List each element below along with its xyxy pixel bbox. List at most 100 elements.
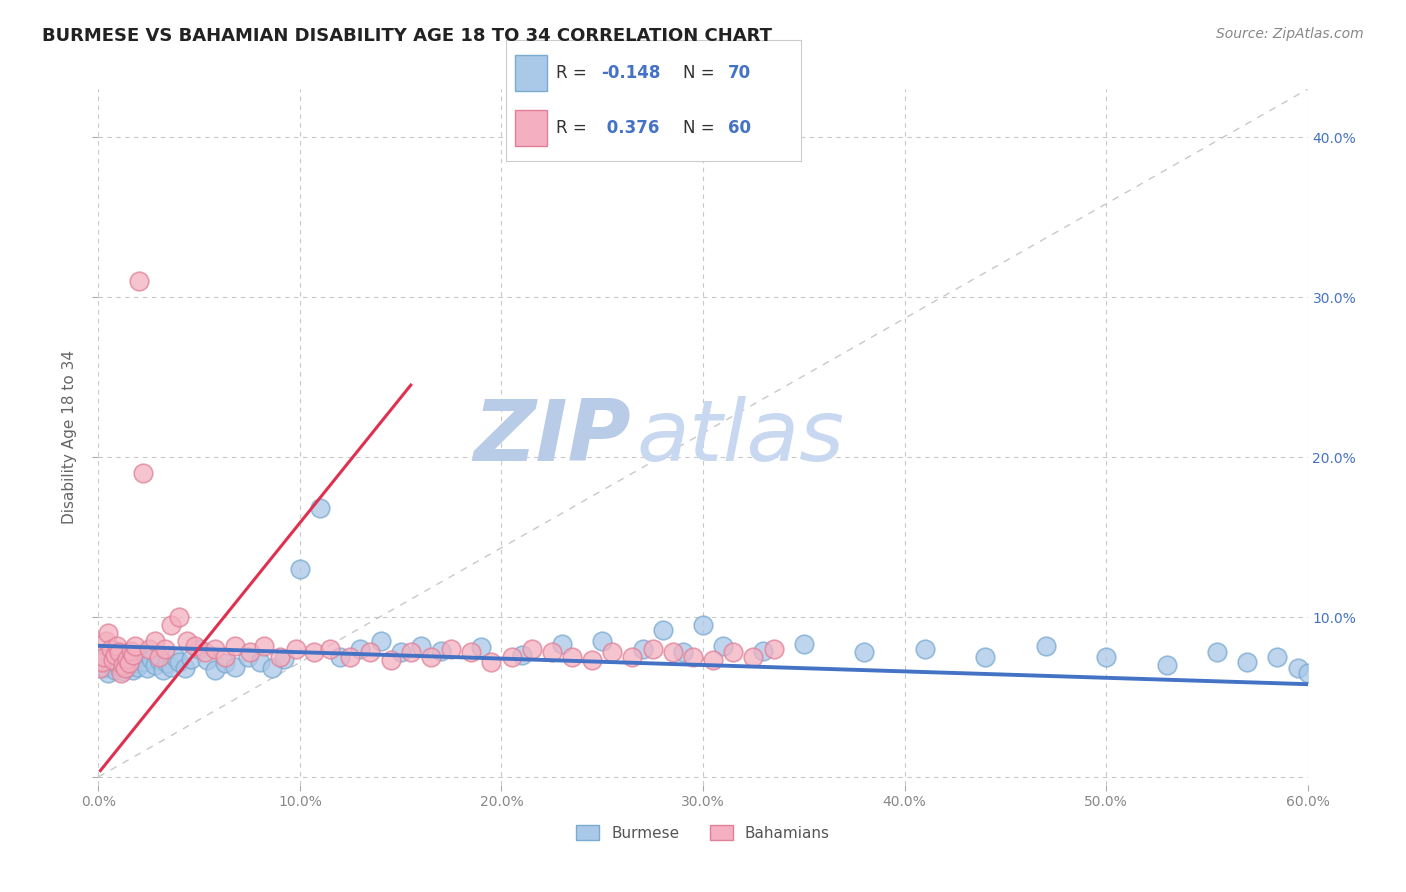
Point bbox=[148, 650, 170, 665]
Point bbox=[602, 645, 624, 659]
Point bbox=[118, 658, 141, 673]
Point bbox=[581, 653, 603, 667]
Point bbox=[339, 650, 361, 665]
Y-axis label: Disability Age 18 to 34: Disability Age 18 to 34 bbox=[62, 350, 77, 524]
Point bbox=[349, 642, 371, 657]
Point bbox=[110, 651, 132, 665]
Point bbox=[115, 651, 138, 665]
Point bbox=[115, 661, 138, 675]
Point bbox=[103, 648, 125, 663]
Point bbox=[100, 658, 122, 673]
Point bbox=[96, 634, 118, 648]
Point bbox=[195, 653, 218, 667]
Point bbox=[89, 661, 111, 675]
Point bbox=[309, 501, 332, 516]
Point bbox=[124, 657, 146, 671]
Point bbox=[853, 645, 876, 659]
Point bbox=[591, 634, 613, 648]
Point bbox=[167, 655, 190, 669]
FancyBboxPatch shape bbox=[515, 110, 547, 146]
Point bbox=[135, 661, 157, 675]
Point bbox=[132, 466, 155, 480]
Point bbox=[167, 610, 190, 624]
Point bbox=[470, 640, 492, 655]
Point bbox=[651, 623, 673, 637]
Point bbox=[284, 642, 307, 657]
Point bbox=[1286, 661, 1309, 675]
Point bbox=[319, 642, 342, 657]
Point bbox=[621, 650, 644, 665]
Point bbox=[409, 639, 432, 653]
Point bbox=[460, 645, 482, 659]
Point bbox=[163, 650, 186, 665]
Point bbox=[742, 650, 765, 665]
Point bbox=[176, 634, 198, 648]
Point bbox=[389, 645, 412, 659]
Point bbox=[360, 645, 382, 659]
Point bbox=[143, 658, 166, 673]
Point bbox=[114, 661, 136, 675]
Point bbox=[1206, 645, 1229, 659]
Point bbox=[97, 665, 120, 680]
Text: R =: R = bbox=[557, 119, 592, 137]
Point bbox=[631, 642, 654, 657]
Point bbox=[204, 642, 226, 657]
Point bbox=[380, 653, 402, 667]
Point bbox=[273, 651, 295, 665]
Point bbox=[723, 645, 745, 659]
Point bbox=[974, 650, 997, 665]
Point bbox=[121, 663, 143, 677]
Point bbox=[510, 648, 533, 663]
Text: -0.148: -0.148 bbox=[600, 63, 659, 82]
Point bbox=[132, 655, 155, 669]
Point bbox=[184, 639, 207, 653]
Text: R =: R = bbox=[557, 63, 592, 82]
Point bbox=[540, 645, 562, 659]
Point bbox=[561, 650, 583, 665]
Point bbox=[100, 642, 122, 657]
Point bbox=[1156, 658, 1178, 673]
Point bbox=[711, 639, 734, 653]
Point bbox=[188, 642, 211, 657]
Text: 0.376: 0.376 bbox=[600, 119, 659, 137]
Point bbox=[160, 659, 183, 673]
Point bbox=[214, 657, 236, 671]
Point bbox=[253, 639, 276, 653]
Point bbox=[121, 648, 143, 663]
Point bbox=[214, 650, 236, 665]
Point bbox=[91, 655, 114, 669]
Point bbox=[370, 634, 392, 648]
Point bbox=[481, 655, 503, 669]
Point bbox=[107, 659, 129, 673]
Point bbox=[239, 645, 262, 659]
Point bbox=[103, 663, 125, 677]
Point bbox=[224, 639, 246, 653]
Point bbox=[111, 665, 134, 679]
Point bbox=[440, 642, 463, 657]
Point bbox=[174, 661, 197, 675]
Point bbox=[1267, 650, 1289, 665]
Point bbox=[692, 618, 714, 632]
Point bbox=[153, 642, 176, 657]
Point bbox=[269, 650, 291, 665]
Point bbox=[194, 645, 217, 659]
FancyBboxPatch shape bbox=[515, 54, 547, 91]
Point bbox=[1035, 639, 1057, 653]
Point bbox=[120, 653, 142, 667]
Point bbox=[101, 653, 124, 667]
Point bbox=[118, 657, 141, 671]
Point bbox=[501, 650, 523, 665]
Point bbox=[641, 642, 664, 657]
Point bbox=[128, 274, 150, 288]
Point bbox=[101, 653, 124, 667]
Point bbox=[1296, 665, 1319, 680]
Point bbox=[91, 655, 114, 669]
Text: BURMESE VS BAHAMIAN DISABILITY AGE 18 TO 34 CORRELATION CHART: BURMESE VS BAHAMIAN DISABILITY AGE 18 TO… bbox=[42, 27, 772, 45]
Text: 70: 70 bbox=[728, 63, 751, 82]
Text: N =: N = bbox=[683, 119, 720, 137]
Point bbox=[143, 634, 166, 648]
Point bbox=[156, 657, 179, 671]
Point bbox=[180, 651, 202, 665]
Point bbox=[302, 645, 325, 659]
Point bbox=[93, 650, 115, 665]
